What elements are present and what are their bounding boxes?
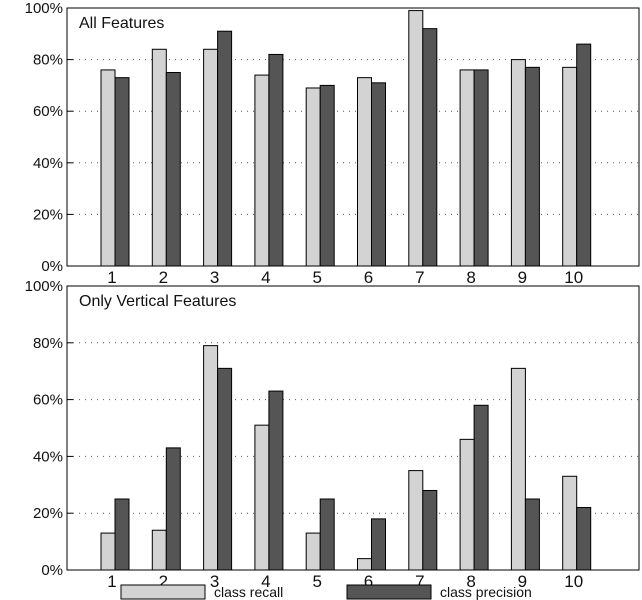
- bar-class-recall: [562, 66, 578, 267]
- legend-label-precision: class precision: [440, 584, 532, 600]
- x-tick-label: 9: [518, 572, 527, 591]
- bar-class-recall: [254, 424, 270, 571]
- y-tick-label: 20%: [33, 206, 63, 223]
- y-tick-label: 0%: [41, 562, 63, 579]
- x-tick-label: 9: [518, 268, 527, 287]
- bar-class-precision: [165, 447, 181, 571]
- bar-class-recall: [510, 367, 526, 571]
- y-tick-label: 100%: [25, 0, 63, 17]
- y-tick-label: 20%: [33, 505, 63, 522]
- y-tick-label: 80%: [33, 335, 63, 352]
- bar-class-precision: [268, 53, 284, 267]
- y-tick-label: 60%: [33, 103, 63, 120]
- bar-class-precision: [217, 30, 233, 267]
- bar-class-recall: [151, 48, 167, 267]
- bar-class-precision: [576, 507, 592, 571]
- x-tick-label: 4: [261, 268, 270, 287]
- bar-class-recall: [408, 10, 424, 267]
- x-tick-label: 6: [364, 268, 373, 287]
- bar-class-precision: [422, 28, 438, 267]
- x-tick-label: 7: [415, 572, 424, 591]
- bar-class-recall: [510, 59, 526, 267]
- bar-class-recall: [100, 532, 116, 571]
- x-tick-label: 5: [312, 572, 321, 591]
- legend-swatch-recall: [120, 584, 206, 600]
- x-tick-label: 10: [564, 268, 583, 287]
- bar-class-precision: [114, 498, 130, 571]
- bar-class-recall: [151, 529, 167, 571]
- x-tick-label: 5: [312, 268, 321, 287]
- y-tick-label: 80%: [33, 52, 63, 69]
- bar-class-recall: [254, 74, 270, 267]
- bar-class-recall: [459, 438, 475, 571]
- bar-class-recall: [408, 470, 424, 571]
- plot-frame: [66, 285, 640, 571]
- x-tick-label: 2: [159, 572, 168, 591]
- panel-only-vertical-features: 0% 20% 40% 60% 80% 100% 1 2 3 4 5 6 7 8 9 10 Only Vertic…: [25, 278, 640, 591]
- y-tick-label: 40%: [33, 155, 63, 172]
- bar-class-precision: [422, 489, 438, 571]
- y-tick-label: 100%: [25, 278, 63, 295]
- x-tick-label: 4: [261, 572, 270, 591]
- x-tick-label: 8: [466, 572, 475, 591]
- bar-class-recall: [100, 69, 116, 267]
- bar-class-precision: [319, 498, 335, 571]
- bar-class-recall: [357, 77, 372, 267]
- bar-class-precision: [217, 367, 233, 571]
- bar-class-recall: [562, 475, 578, 571]
- panel-title: All Features: [79, 15, 164, 32]
- plot-frame: [66, 7, 640, 267]
- y-tick-label: 40%: [33, 448, 63, 465]
- bar-class-precision: [268, 390, 284, 571]
- x-tick-label: 1: [107, 268, 116, 287]
- bar-class-precision: [473, 404, 489, 571]
- bar-class-precision: [576, 43, 592, 267]
- bar-class-precision: [114, 77, 130, 267]
- legend: class recall class precision: [120, 584, 532, 600]
- legend-swatch-precision: [346, 584, 432, 600]
- bar-class-recall: [357, 558, 372, 571]
- bar-class-precision: [165, 72, 181, 267]
- legend-label-recall: class recall: [214, 584, 283, 600]
- x-tick-label: 1: [107, 572, 116, 591]
- x-tick-label: 10: [564, 572, 583, 591]
- x-tick-label: 8: [466, 268, 475, 287]
- y-tick-label: 0%: [41, 258, 63, 275]
- bar-class-precision: [524, 66, 540, 267]
- bar-class-recall: [203, 48, 219, 267]
- x-tick-label: 3: [210, 572, 219, 591]
- x-tick-label: 3: [210, 268, 219, 287]
- x-tick-label: 7: [415, 268, 424, 287]
- bar-class-recall: [305, 87, 321, 267]
- bar-class-recall: [305, 532, 321, 571]
- bar-class-precision: [473, 69, 489, 267]
- y-tick-label: 60%: [33, 392, 63, 409]
- panel-title: Only Vertical Features: [79, 293, 236, 310]
- bar-class-recall: [203, 345, 219, 571]
- x-tick-label: 6: [364, 572, 373, 591]
- bar-class-precision: [524, 498, 540, 571]
- bar-class-precision: [371, 518, 386, 571]
- bar-class-recall: [459, 69, 475, 267]
- bar-class-precision: [371, 82, 386, 267]
- x-tick-label: 2: [159, 268, 168, 287]
- panel-all-features: 0% 20% 40% 60% 80% 100% 1 2 3 4 5 6 7 8 9 10 All Feature…: [25, 0, 640, 287]
- bar-class-precision: [319, 84, 335, 267]
